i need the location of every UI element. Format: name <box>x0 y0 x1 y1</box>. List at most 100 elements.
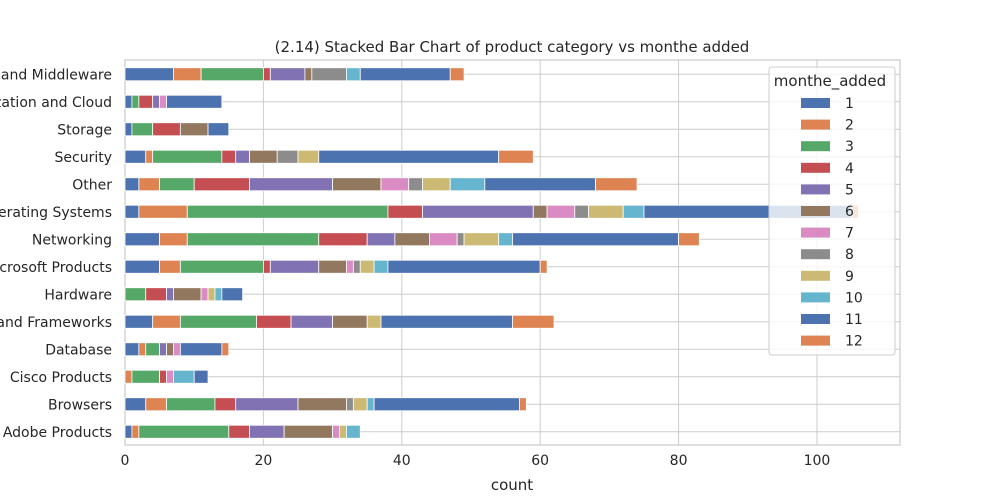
bar-cisco-products-series-4[interactable] <box>159 369 167 384</box>
bar-networking-series-5[interactable] <box>366 232 396 247</box>
bar-microsoft-products-series-10[interactable] <box>373 259 389 274</box>
bar-networking-series-11[interactable] <box>512 232 679 247</box>
bar-storage-series-11[interactable] <box>207 122 230 137</box>
bar-security-series-12[interactable] <box>498 149 534 164</box>
bar-networking-series-6[interactable] <box>394 232 430 247</box>
bar-adobe-products-series-1[interactable] <box>124 424 133 439</box>
bar-other-series-2[interactable] <box>138 177 160 192</box>
bar-operating-systems-series-4[interactable] <box>387 204 423 219</box>
bar-development-tools-and-frameworks-series-4[interactable] <box>256 314 292 329</box>
bar-cisco-products-series-3[interactable] <box>131 369 160 384</box>
bar-networking-series-10[interactable] <box>498 232 513 247</box>
bar-networking-series-9[interactable] <box>463 232 500 247</box>
bar-storage-series-3[interactable] <box>131 122 154 137</box>
bar-microsoft-products-series-6[interactable] <box>318 259 347 274</box>
bar-storage-series-6[interactable] <box>179 122 209 137</box>
bar-microsoft-products-series-3[interactable] <box>179 259 264 274</box>
bar-adobe-products-series-5[interactable] <box>249 424 285 439</box>
bar-microsoft-products-series-12[interactable] <box>539 259 548 274</box>
bar-security-series-4[interactable] <box>221 149 237 164</box>
bar-operating-systems-series-10[interactable] <box>622 204 645 219</box>
bar-browsers-series-10[interactable] <box>366 397 375 412</box>
bar-hardware-series-3[interactable] <box>124 287 147 302</box>
bar-networking-series-3[interactable] <box>186 232 320 247</box>
bar-networking-series-12[interactable] <box>678 232 700 247</box>
bar-other-series-8[interactable] <box>408 177 423 192</box>
bar-security-series-3[interactable] <box>152 149 223 164</box>
bar-other-series-11[interactable] <box>484 177 596 192</box>
bar-networking-series-7[interactable] <box>429 232 458 247</box>
bar-other-series-6[interactable] <box>332 177 382 192</box>
bar-networking-series-2[interactable] <box>159 232 188 247</box>
bar-microsoft-products-series-1[interactable] <box>124 259 160 274</box>
bar-browsers-series-9[interactable] <box>352 397 368 412</box>
bar-storage-series-4[interactable] <box>152 122 181 137</box>
bar-cisco-products-series-10[interactable] <box>173 369 195 384</box>
bar-development-tools-and-frameworks-series-1[interactable] <box>124 314 154 329</box>
bar-operating-systems-series-1[interactable] <box>124 204 140 219</box>
bar-cisco-products-series-7[interactable] <box>166 369 174 384</box>
bar-virtualization-and-cloud-series-3[interactable] <box>131 94 140 109</box>
bar-web-servers-and-middleware-series-8[interactable] <box>311 67 347 82</box>
bar-security-series-6[interactable] <box>249 149 278 164</box>
bar-web-servers-and-middleware-series-2[interactable] <box>173 67 202 82</box>
bar-operating-systems-series-5[interactable] <box>422 204 534 219</box>
bar-database-series-7[interactable] <box>173 342 181 357</box>
bar-browsers-series-4[interactable] <box>214 397 237 412</box>
bar-networking-series-8[interactable] <box>456 232 465 247</box>
bar-operating-systems-series-8[interactable] <box>574 204 590 219</box>
bar-microsoft-products-series-7[interactable] <box>346 259 354 274</box>
bar-web-servers-and-middleware-series-1[interactable] <box>124 67 174 82</box>
bar-database-series-2[interactable] <box>138 342 147 357</box>
bar-browsers-series-8[interactable] <box>346 397 354 412</box>
bar-development-tools-and-frameworks-series-6[interactable] <box>332 314 368 329</box>
bar-adobe-products-series-6[interactable] <box>283 424 333 439</box>
bar-development-tools-and-frameworks-series-2[interactable] <box>152 314 181 329</box>
bar-database-series-12[interactable] <box>221 342 230 357</box>
bar-adobe-products-series-9[interactable] <box>339 424 347 439</box>
bar-hardware-series-6[interactable] <box>173 287 202 302</box>
bar-web-servers-and-middleware-series-3[interactable] <box>200 67 264 82</box>
bar-database-series-11[interactable] <box>179 342 223 357</box>
bar-storage-series-1[interactable] <box>124 122 133 137</box>
bar-networking-series-1[interactable] <box>124 232 160 247</box>
bar-virtualization-and-cloud-series-4[interactable] <box>138 94 154 109</box>
bar-browsers-series-6[interactable] <box>297 397 347 412</box>
bar-browsers-series-2[interactable] <box>145 397 167 412</box>
bar-operating-systems-series-2[interactable] <box>138 204 188 219</box>
bar-other-series-5[interactable] <box>249 177 333 192</box>
bar-adobe-products-series-4[interactable] <box>228 424 250 439</box>
bar-operating-systems-series-6[interactable] <box>532 204 548 219</box>
bar-hardware-series-4[interactable] <box>145 287 167 302</box>
bar-virtualization-and-cloud-series-11[interactable] <box>166 94 223 109</box>
bar-adobe-products-series-2[interactable] <box>131 424 140 439</box>
bar-virtualization-and-cloud-series-1[interactable] <box>124 94 133 109</box>
bar-other-series-1[interactable] <box>124 177 140 192</box>
bar-web-servers-and-middleware-series-12[interactable] <box>449 67 465 82</box>
bar-development-tools-and-frameworks-series-12[interactable] <box>512 314 555 329</box>
bar-adobe-products-series-3[interactable] <box>138 424 230 439</box>
bar-security-series-5[interactable] <box>235 149 250 164</box>
bar-operating-systems-series-9[interactable] <box>588 204 624 219</box>
bar-microsoft-products-series-8[interactable] <box>352 259 361 274</box>
bar-security-series-8[interactable] <box>276 149 299 164</box>
bar-database-series-1[interactable] <box>124 342 140 357</box>
bar-other-series-10[interactable] <box>449 177 486 192</box>
bar-other-series-7[interactable] <box>380 177 410 192</box>
bar-security-series-9[interactable] <box>297 149 320 164</box>
bar-operating-systems-series-3[interactable] <box>186 204 389 219</box>
bar-other-series-4[interactable] <box>193 177 250 192</box>
bar-hardware-series-10[interactable] <box>214 287 223 302</box>
bar-browsers-series-5[interactable] <box>235 397 299 412</box>
bar-other-series-3[interactable] <box>159 177 195 192</box>
bar-microsoft-products-series-4[interactable] <box>262 259 271 274</box>
bar-development-tools-and-frameworks-series-5[interactable] <box>290 314 333 329</box>
bar-adobe-products-series-7[interactable] <box>332 424 340 439</box>
bar-hardware-series-11[interactable] <box>221 287 244 302</box>
bar-microsoft-products-series-2[interactable] <box>159 259 181 274</box>
bar-browsers-series-12[interactable] <box>519 397 527 412</box>
bar-microsoft-products-series-11[interactable] <box>387 259 541 274</box>
bar-operating-systems-series-7[interactable] <box>546 204 576 219</box>
bar-web-servers-and-middleware-series-4[interactable] <box>262 67 271 82</box>
